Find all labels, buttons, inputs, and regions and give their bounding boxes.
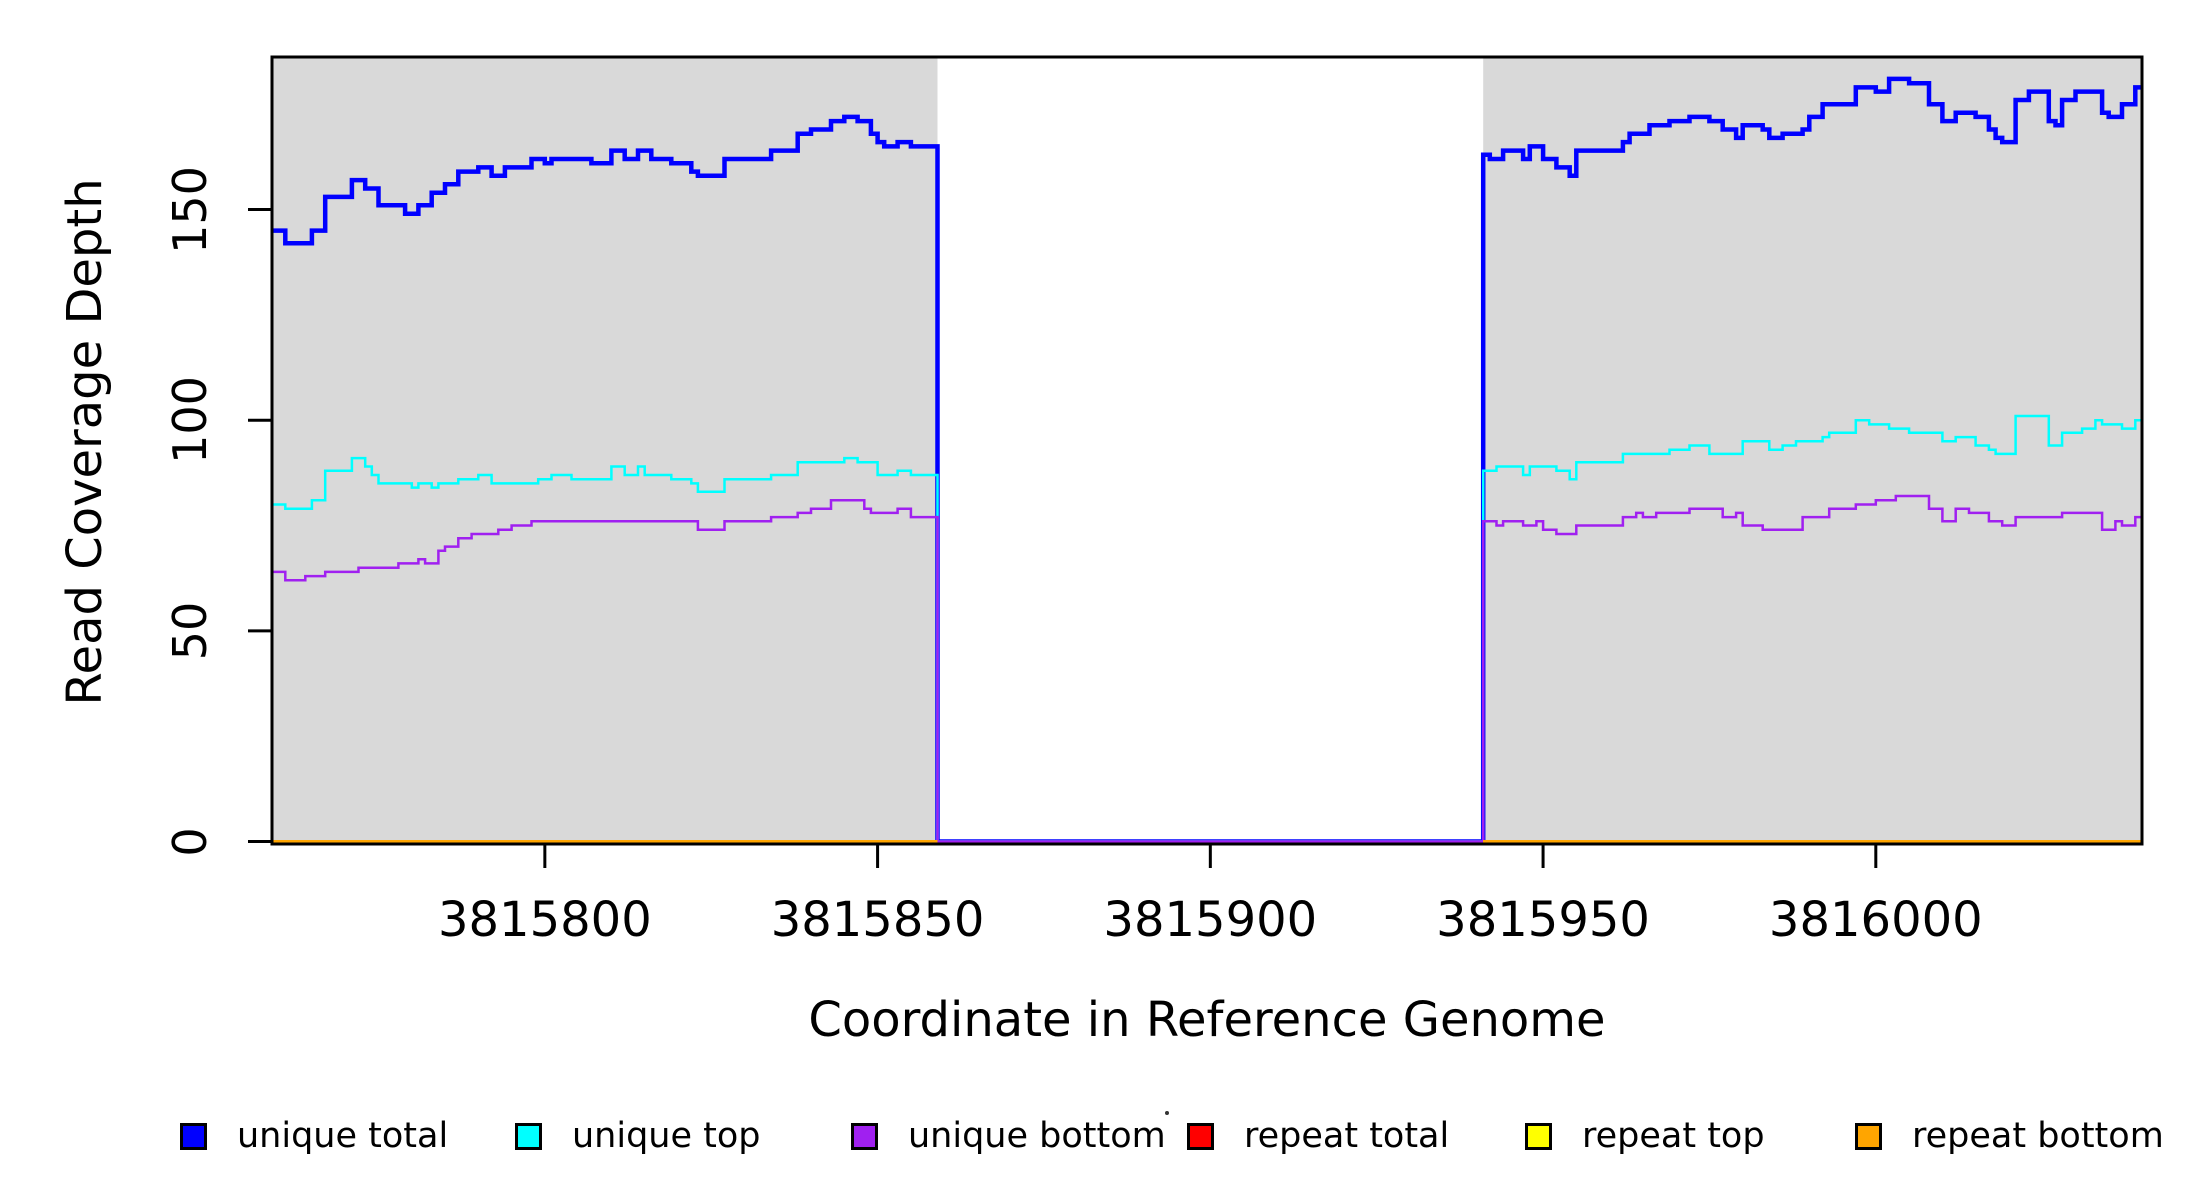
repeat-region-shading-0 — [272, 57, 938, 844]
legend-swatch-icon — [1187, 1123, 1214, 1150]
x-tick-label-3815800: 3815800 — [437, 892, 652, 948]
x-tick-label-3816000: 3816000 — [1768, 892, 1983, 948]
x-tick-label-3815900: 3815900 — [1103, 892, 1318, 948]
legend-item-repeat-top: repeat top — [1525, 1119, 1765, 1154]
plot-box — [270, 55, 2144, 846]
legend-label: unique bottom — [908, 1116, 1166, 1156]
legend-label: repeat total — [1244, 1116, 1450, 1156]
y-tick-label-0: 0 — [163, 826, 217, 857]
legend-item-unique-top: unique top — [515, 1119, 761, 1154]
legend-swatch-icon — [180, 1123, 207, 1150]
x-tick-label-3815950: 3815950 — [1436, 892, 1650, 948]
legend-item-repeat-total: repeat total — [1187, 1119, 1449, 1154]
legend-item-unique-total: unique total — [180, 1119, 448, 1154]
legend-swatch-icon — [515, 1123, 542, 1150]
stray-dot — [1165, 1111, 1169, 1115]
y-tick-label-100: 100 — [163, 376, 217, 465]
legend-label: unique top — [572, 1116, 761, 1156]
series-line-unique-total — [272, 76, 2142, 844]
repeat-region-shading-1 — [1483, 57, 2142, 844]
legend-swatch-icon — [851, 1123, 878, 1150]
legend-label: repeat bottom — [1912, 1116, 2164, 1156]
legend-label: repeat top — [1582, 1116, 1765, 1156]
y-tick-label-50: 50 — [163, 601, 217, 661]
legend-swatch-icon — [1525, 1123, 1552, 1150]
x-axis-title: Coordinate in Reference Genome — [808, 992, 1606, 1048]
legend-item-unique-bottom: unique bottom — [851, 1119, 1166, 1154]
y-axis-title: Read Coverage Depth — [57, 178, 113, 706]
series-line-unique-bottom — [272, 494, 2142, 843]
legend-swatch-icon — [1855, 1123, 1882, 1150]
y-tick-label-150: 150 — [163, 165, 217, 254]
x-tick-label-3815850: 3815850 — [770, 892, 985, 948]
legend-item-repeat-bottom: repeat bottom — [1855, 1119, 2164, 1154]
legend-label: unique total — [237, 1116, 449, 1156]
